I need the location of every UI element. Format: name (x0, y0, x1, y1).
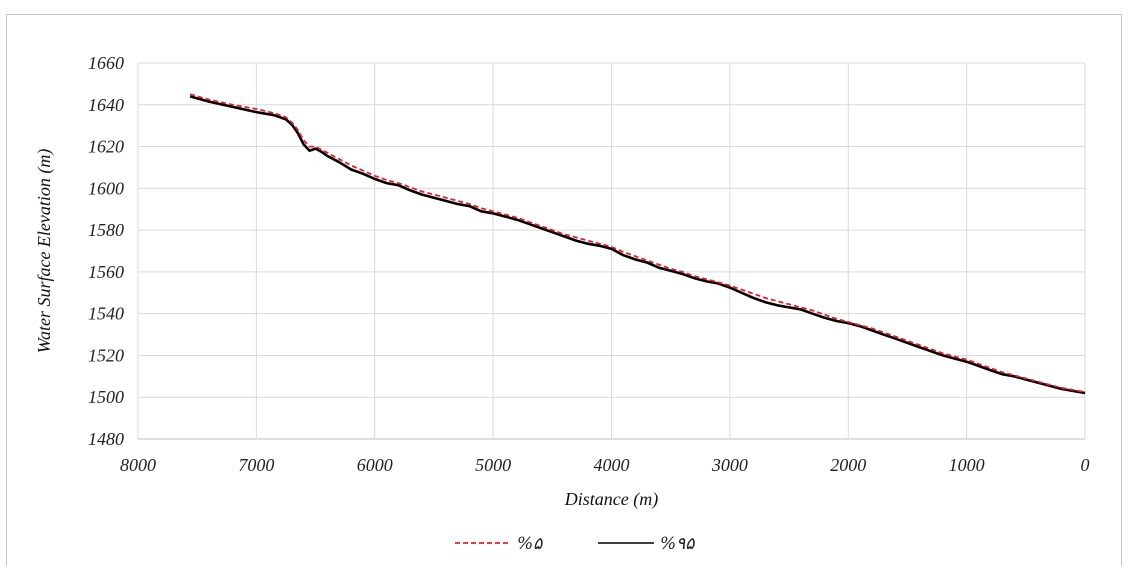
series-line-dashed (189, 93, 1086, 393)
x-tick-label: 5000 (475, 455, 511, 475)
legend-label: %۵ (517, 534, 543, 554)
y-tick-label: 1580 (88, 220, 124, 240)
y-tick-label: 1640 (88, 95, 124, 115)
y-tick-labels: 1480 1500 1520 1540 1560 1580 1600 1620 1640 1660 (88, 53, 124, 449)
legend-label: %۹۵ (660, 534, 695, 554)
x-tick-label: 0 (1081, 455, 1090, 475)
x-tick-label: 8000 (120, 455, 156, 475)
series-line-solid (189, 95, 1086, 395)
series-lines (189, 93, 1086, 395)
x-tick-label: 1000 (949, 455, 985, 475)
chart-frame (6, 14, 1122, 566)
y-tick-label: 1660 (88, 53, 124, 73)
x-tick-label: 7000 (238, 455, 274, 475)
x-tick-label: 4000 (594, 455, 630, 475)
x-axis-label: Distance (m) (564, 489, 658, 510)
x-tick-label: 6000 (357, 455, 393, 475)
y-tick-label: 1560 (88, 262, 124, 282)
x-tick-labels: 8000 7000 6000 5000 4000 3000 2000 1000 0 (120, 455, 1090, 475)
x-tick-label: 2000 (830, 455, 866, 475)
y-tick-label: 1620 (88, 137, 124, 157)
y-tick-label: 1540 (88, 304, 124, 324)
y-tick-label: 1520 (88, 345, 124, 365)
y-tick-label: 1480 (88, 429, 124, 449)
x-tick-label: 3000 (711, 455, 748, 475)
y-tick-label: 1500 (88, 387, 124, 407)
y-axis-label: Water Surface Elevation (m) (34, 149, 55, 354)
y-tick-label: 1600 (88, 178, 124, 198)
legend: %۵ %۹۵ (455, 534, 695, 554)
gridlines (137, 62, 1086, 440)
